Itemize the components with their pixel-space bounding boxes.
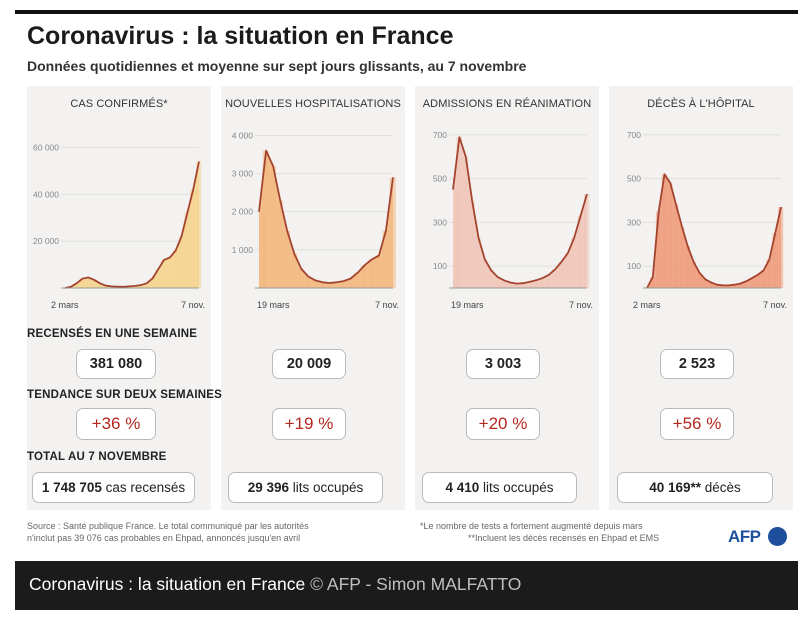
y-tick-label: 3 000 xyxy=(232,169,254,179)
top-rule xyxy=(15,10,798,14)
series-area xyxy=(259,150,393,288)
total-value-deaths: 40 169** décès xyxy=(617,472,773,503)
panel-title-cases: CAS CONFIRMÉS* xyxy=(70,98,168,110)
panel-title-reanimation: ADMISSIONS EN RÉANIMATION xyxy=(422,98,592,110)
x-tick-label-start: 2 mars xyxy=(51,300,79,310)
total-number-hospitalisations: 29 396 xyxy=(247,480,289,495)
chart-reanimation: 100 300 500 700 19 mars 7 nov. xyxy=(433,130,593,310)
total-number-cases: 1 748 705 xyxy=(41,480,102,495)
x-tick-label-start: 19 mars xyxy=(257,300,290,310)
source-line-2: n'inclut pas 39 076 cas probables en Ehp… xyxy=(27,533,301,543)
x-tick-label-end: 7 nov. xyxy=(569,300,593,310)
footnotes: *Le nombre de tests a fortement augmenté… xyxy=(420,520,659,544)
y-tick-label: 4 000 xyxy=(232,130,254,140)
y-tick-label: 500 xyxy=(433,174,447,184)
y-tick-label: 60 000 xyxy=(33,142,59,152)
series-area xyxy=(647,174,781,288)
total-number-deaths: 40 169** xyxy=(649,480,702,495)
week-value-deaths: 2 523 xyxy=(660,349,734,379)
total-unit-hospitalisations: lits occupés xyxy=(289,480,364,495)
week-value-reanimation: 3 003 xyxy=(466,349,540,379)
x-tick-label-end: 7 nov. xyxy=(181,300,205,310)
footnote-1: *Le nombre de tests a fortement augmenté… xyxy=(420,521,643,531)
panel-cases: CAS CONFIRMÉS* 20 000 40 000 60 000 2 mars 7… xyxy=(27,86,211,510)
y-tick-label: 20 000 xyxy=(33,236,59,246)
y-tick-label: 1 000 xyxy=(232,245,254,255)
trend-value-cases: +36 % xyxy=(76,408,156,440)
caption-credit: © AFP - Simon MALFATTO xyxy=(305,574,522,594)
total-value-cases: 1 748 705 cas recensés xyxy=(32,472,195,503)
total-value-hospitalisations: 29 396 lits occupés xyxy=(228,472,383,503)
total-value-reanimation: 4 410 lits occupés xyxy=(422,472,577,503)
x-tick-label-start: 19 mars xyxy=(451,300,484,310)
y-tick-label: 100 xyxy=(433,261,447,271)
y-tick-label: 500 xyxy=(627,174,641,184)
series-area xyxy=(65,161,199,288)
series-line xyxy=(452,136,588,285)
panel-reanimation: ADMISSIONS EN RÉANIMATION 100 300 500 700 19… xyxy=(415,86,599,510)
series-line xyxy=(64,161,200,289)
afp-logo-text: AFP xyxy=(728,527,761,546)
y-tick-label: 300 xyxy=(627,217,641,227)
chart-deaths: 100 300 500 700 2 mars 7 nov. xyxy=(627,130,787,310)
panel-hospitalisations: NOUVELLES HOSPITALISATIONS 1 000 2 000 3 0… xyxy=(221,86,405,510)
week-value-hospitalisations: 20 009 xyxy=(272,349,346,379)
total-unit-deaths: décès xyxy=(701,480,741,495)
trend-value-hospitalisations: +19 % xyxy=(272,408,346,440)
row-label-total: TOTAL AU 7 NOVEMBRE xyxy=(27,451,167,463)
y-tick-label: 700 xyxy=(433,130,447,140)
y-tick-label: 40 000 xyxy=(33,189,59,199)
caption: Coronavirus : la situation en France © A… xyxy=(29,574,521,595)
panel-deaths: DÉCÈS À L'HÔPITAL 100 300 500 700 2 mars 7 no… xyxy=(609,86,793,510)
total-unit-reanimation: lits occupés xyxy=(479,480,554,495)
x-tick-label-start: 2 mars xyxy=(633,300,661,310)
page-title: Coronavirus : la situation en France xyxy=(27,22,454,50)
y-tick-label: 2 000 xyxy=(232,207,254,217)
y-tick-label: 100 xyxy=(627,261,641,271)
total-unit-cases: cas recensés xyxy=(101,480,186,495)
afp-logo-dot-icon xyxy=(768,527,787,546)
page-subtitle: Données quotidiennes et moyenne sur sept… xyxy=(27,58,527,74)
row-label-week: RECENSÉS EN UNE SEMAINE xyxy=(27,328,198,340)
trend-value-reanimation: +20 % xyxy=(466,408,540,440)
row-label-trend: TENDANCE SUR DEUX SEMAINES xyxy=(27,389,222,401)
x-tick-label-end: 7 nov. xyxy=(375,300,399,310)
source-note: Source : Santé publique France. Le total… xyxy=(27,520,309,544)
series-line xyxy=(646,173,782,289)
panel-title-hospitalisations: NOUVELLES HOSPITALISATIONS xyxy=(225,98,401,110)
chart-hospitalisations: 1 000 2 000 3 000 4 000 19 mars 7 nov. xyxy=(232,130,399,310)
caption-title: Coronavirus : la situation en France xyxy=(29,574,306,594)
x-tick-label-end: 7 nov. xyxy=(763,300,787,310)
trend-value-deaths: +56 % xyxy=(660,408,734,440)
caption-bar: Coronavirus : la situation en France © A… xyxy=(15,561,798,610)
y-tick-label: 300 xyxy=(433,217,447,227)
series-line xyxy=(258,149,394,284)
week-value-cases: 381 080 xyxy=(76,349,156,379)
source-line-1: Source : Santé publique France. Le total… xyxy=(27,521,309,531)
y-tick-label: 700 xyxy=(627,130,641,140)
footnote-2: **Incluent les décès recensés en Ehpad e… xyxy=(468,533,660,543)
series-area xyxy=(453,137,587,288)
total-number-reanimation: 4 410 xyxy=(445,480,480,495)
panel-title-deaths: DÉCÈS À L'HÔPITAL xyxy=(647,98,755,110)
chart-cases: 20 000 40 000 60 000 2 mars 7 nov. xyxy=(33,142,205,310)
